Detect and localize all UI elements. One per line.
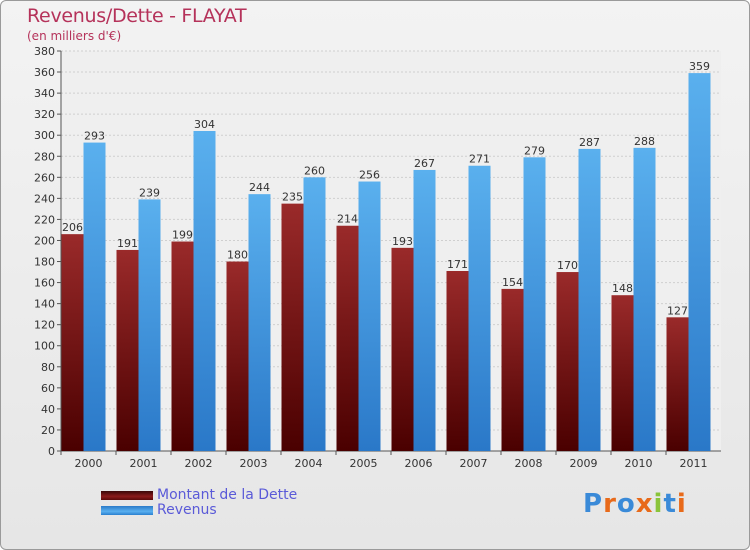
data-label-revenus: 260 [304,164,325,177]
data-label-revenus: 267 [414,157,435,170]
bar-revenus [688,73,711,452]
legend-item-revenus: Revenus [101,502,217,518]
bar-revenus [138,199,161,451]
bar-revenus [578,148,601,452]
data-label-dette: 170 [557,259,578,272]
y-tick-label: 20 [41,424,55,437]
x-tick-label: 2001 [130,457,158,470]
x-tick-label: 2011 [680,457,708,470]
proxiti-logo: Proxiti [583,489,687,519]
legend-swatch-revenus [101,505,153,515]
bar-revenus [193,131,216,451]
plot-area [61,51,721,451]
data-label-revenus: 293 [84,130,105,143]
y-tick-label: 140 [34,298,55,311]
data-label-revenus: 239 [139,186,160,199]
chart-subtitle: (en milliers d'€) [27,29,122,43]
y-tick-label: 300 [34,129,55,142]
data-label-dette: 206 [62,221,83,234]
y-tick-label: 100 [34,340,55,353]
bar-dette [391,247,414,451]
data-label-dette: 199 [172,229,193,242]
bar-revenus [83,142,106,451]
bar-dette [281,203,304,451]
y-tick-label: 120 [34,319,55,332]
legend-item-dette: Montant de la Dette [101,487,297,503]
y-tick-label: 220 [34,213,55,226]
y-tick-label: 280 [34,150,55,163]
y-tick-label: 320 [34,108,55,121]
legend-swatch-dette [101,490,153,500]
bar-revenus [358,181,381,452]
x-tick-label: 2009 [570,457,598,470]
y-tick-label: 160 [34,277,55,290]
data-label-revenus: 288 [634,135,655,148]
logo-letter: t [663,489,677,519]
data-label-dette: 193 [392,235,413,248]
data-label-revenus: 279 [524,144,545,157]
data-label-dette: 235 [282,191,303,204]
bar-revenus [248,194,271,451]
y-tick-label: 380 [34,45,55,58]
y-tick-label: 80 [41,361,55,374]
data-label-dette: 148 [612,282,633,295]
logo-letter: r [603,489,617,519]
x-tick-label: 2000 [75,457,103,470]
y-tick-label: 40 [41,403,55,416]
data-label-dette: 214 [337,213,358,226]
data-label-revenus: 256 [359,169,380,182]
data-label-revenus: 304 [194,118,215,131]
data-label-dette: 180 [227,249,248,262]
y-tick-label: 340 [34,87,55,100]
bar-revenus [468,165,491,451]
x-tick-label: 2002 [185,457,213,470]
bar-dette [501,288,524,451]
bar-revenus [633,147,656,451]
y-tick-label: 180 [34,256,55,269]
legend-label-revenus: Revenus [157,502,217,518]
x-tick-label: 2005 [350,457,378,470]
y-tick-label: 60 [41,382,55,395]
bar-dette [336,225,359,451]
data-label-dette: 191 [117,237,138,250]
x-tick-label: 2006 [405,457,433,470]
x-tick-label: 2007 [460,457,488,470]
y-tick-label: 200 [34,234,55,247]
y-tick-label: 360 [34,66,55,79]
logo-letter: i [676,489,687,519]
data-label-revenus: 359 [689,60,710,73]
x-tick-label: 2004 [295,457,323,470]
logo-letter: i [653,489,664,519]
bar-dette [116,249,139,451]
data-label-dette: 127 [667,304,688,317]
data-label-revenus: 271 [469,153,490,166]
x-tick-label: 2003 [240,457,268,470]
bar-dette [611,295,634,451]
bar-dette [666,317,689,451]
data-label-dette: 154 [502,276,523,289]
bar-dette [226,261,249,451]
y-tick-label: 240 [34,192,55,205]
y-tick-label: 260 [34,171,55,184]
bar-dette [556,272,579,451]
x-tick-label: 2010 [625,457,653,470]
y-tick-label: 0 [48,445,55,458]
bar-revenus [303,177,326,451]
bar-dette [171,241,194,451]
data-label-revenus: 287 [579,136,600,149]
logo-letter: o [616,489,636,519]
x-tick-label: 2008 [515,457,543,470]
data-label-dette: 171 [447,258,468,271]
legend-label-dette: Montant de la Dette [157,487,298,503]
logo-letter: x [635,489,654,519]
data-label-revenus: 244 [249,181,270,194]
chart-title: Revenus/Dette - FLAYAT [27,5,247,27]
bar-dette [446,271,469,451]
bar-dette [61,234,84,451]
logo-letter: P [583,489,604,519]
bar-revenus [523,157,546,451]
bar-revenus [413,169,436,451]
